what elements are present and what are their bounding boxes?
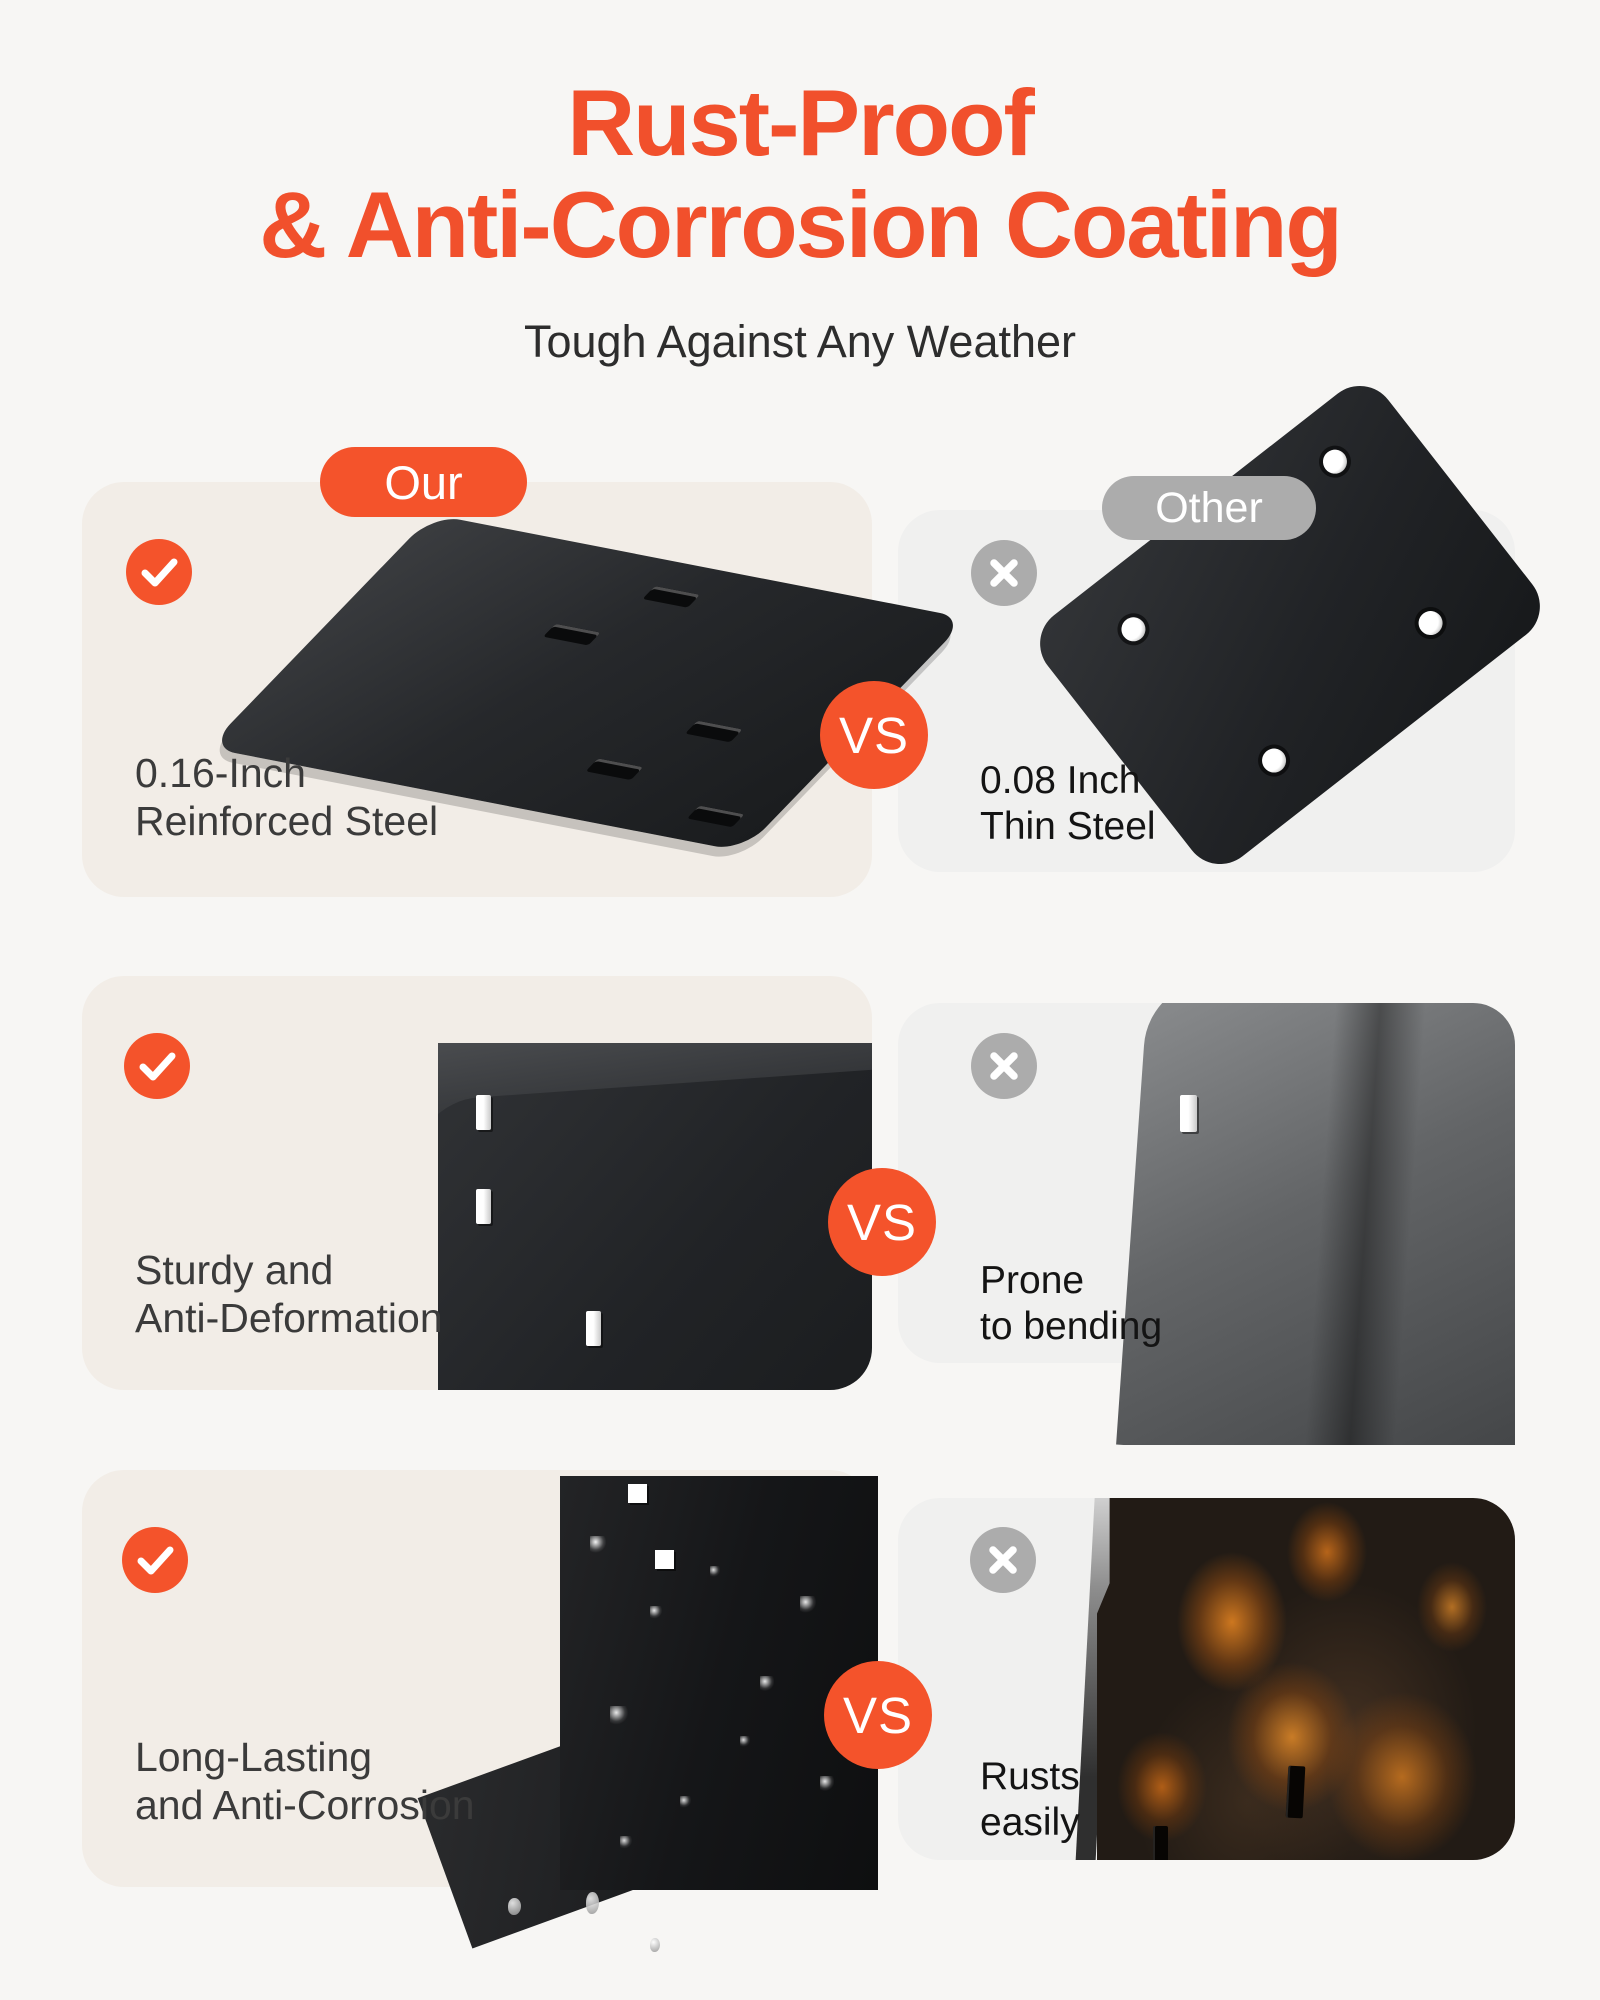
slot-hole — [1153, 1826, 1168, 1860]
label-line: to bending — [980, 1304, 1163, 1348]
slot-hole — [543, 623, 601, 646]
label-line: Prone — [980, 1259, 1085, 1302]
slot-hole — [1180, 1095, 1197, 1132]
label-line: Long-Lasting — [135, 1734, 373, 1780]
rusty-bracket-photo — [1035, 1498, 1515, 1860]
slot-hole — [1285, 1765, 1306, 1819]
cross-icon — [970, 1527, 1036, 1593]
page-subtitle: Tough Against Any Weather — [523, 316, 1077, 367]
vs-badge: VS — [820, 681, 928, 789]
our-feature-label-row1: 0.16-Inch Reinforced Steel — [135, 750, 438, 846]
our-feature-label-row2: Sturdy and Anti-Deformation — [135, 1247, 443, 1343]
wet-coated-bracket-photo — [417, 1470, 880, 1970]
bracket-front-face — [438, 1068, 872, 1390]
cross-icon — [971, 1033, 1037, 1099]
screw-hole — [1318, 444, 1352, 479]
screw-hole — [1413, 606, 1448, 640]
check-icon — [126, 539, 192, 605]
our-feature-label-row3: Long-Lasting and Anti-Corrosion — [135, 1734, 475, 1830]
label-line: Anti-Deformation — [135, 1294, 443, 1341]
title-line-2: & Anti-Corrosion Coating — [259, 172, 1343, 278]
water-drip — [508, 1898, 521, 1915]
page-title: Rust-Proof & Anti-Corrosion Coating — [0, 70, 1600, 278]
our-badge: Our — [320, 447, 527, 517]
bent-bracket-photo — [1080, 1003, 1515, 1445]
water-droplets — [560, 1476, 878, 1890]
other-feature-label-row1: 0.08 Inch Thin Steel — [980, 758, 1156, 849]
slot-hole — [476, 1189, 491, 1224]
label-line: 0.08 Inch — [980, 759, 1141, 802]
slot-hole — [585, 758, 644, 781]
slot-hole — [642, 586, 701, 608]
slot-hole — [685, 720, 743, 743]
label-line: Rusts — [980, 1755, 1080, 1798]
thick-steel-plate-photo — [207, 492, 968, 912]
vs-badge: VS — [828, 1168, 936, 1276]
check-icon — [124, 1033, 190, 1099]
screw-hole — [1116, 612, 1151, 647]
slot-hole — [586, 1311, 601, 1346]
other-feature-label-row3: Rusts easily — [980, 1754, 1080, 1845]
label-line: Reinforced Steel — [135, 797, 439, 844]
label-line: 0.16-Inch — [135, 750, 306, 796]
label-line: easily — [980, 1800, 1080, 1844]
other-feature-label-row2: Prone to bending — [980, 1258, 1162, 1349]
other-badge: Other — [1102, 476, 1316, 540]
rusted-panel — [1097, 1498, 1515, 1860]
label-line: and Anti-Corrosion — [135, 1781, 475, 1828]
slot-hole — [476, 1095, 491, 1130]
slot-hole — [686, 805, 745, 828]
cross-icon — [971, 540, 1037, 606]
label-line: Sturdy and — [135, 1247, 334, 1293]
sturdy-bracket-photo — [438, 1043, 872, 1390]
label-line: Thin Steel — [980, 804, 1156, 848]
water-drip — [650, 1938, 660, 1952]
title-line-1: Rust-Proof — [567, 70, 1035, 175]
screw-hole — [1257, 743, 1291, 778]
vs-badge: VS — [824, 1661, 932, 1769]
water-drip — [586, 1892, 599, 1914]
check-icon — [122, 1527, 188, 1593]
